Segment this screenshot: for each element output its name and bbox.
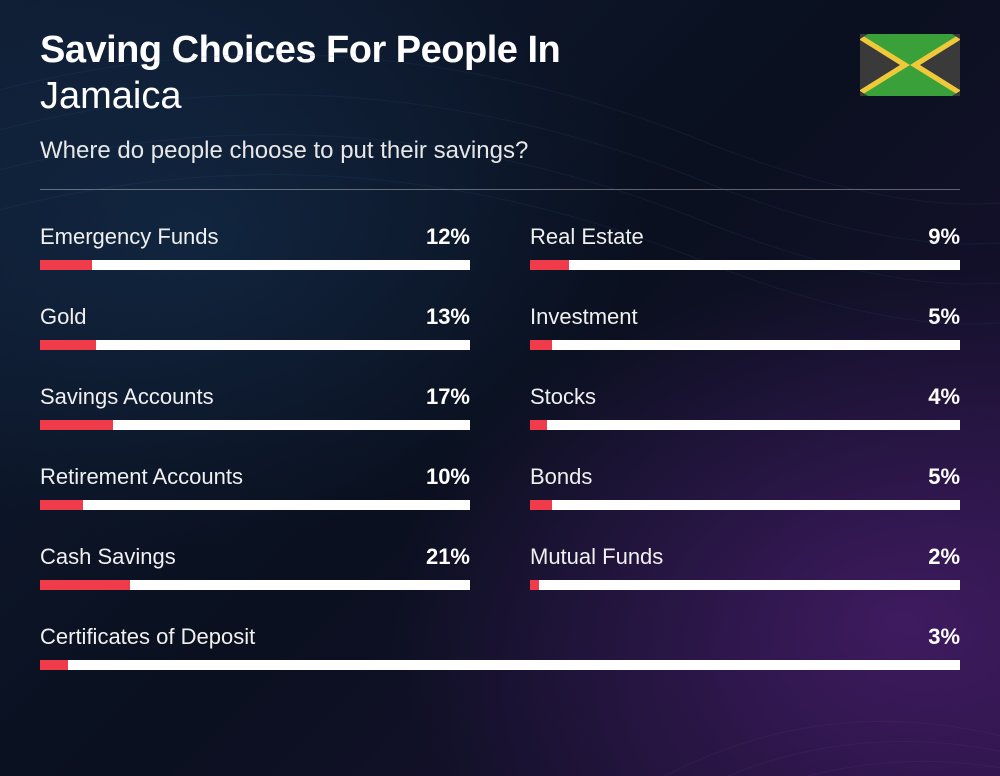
chart-item: Gold 13%: [40, 304, 470, 350]
chart-item-percent: 4%: [928, 384, 960, 410]
chart-item-percent: 5%: [928, 304, 960, 330]
divider: [40, 189, 960, 190]
chart-item-label: Investment: [530, 304, 638, 330]
chart-item-label-row: Bonds 5%: [530, 464, 960, 490]
bar-fill: [530, 340, 552, 350]
chart-item: Retirement Accounts 10%: [40, 464, 470, 510]
bar-fill: [40, 340, 96, 350]
chart-item-percent: 2%: [928, 544, 960, 570]
page-title-line2: Jamaica: [40, 74, 860, 120]
chart-item-percent: 5%: [928, 464, 960, 490]
bar-fill: [40, 260, 92, 270]
chart-item: Mutual Funds 2%: [530, 544, 960, 590]
chart-item-label: Gold: [40, 304, 86, 330]
chart-item-percent: 12%: [426, 224, 470, 250]
chart-item-percent: 3%: [928, 624, 960, 650]
chart-item-label-row: Real Estate 9%: [530, 224, 960, 250]
chart-item-percent: 21%: [426, 544, 470, 570]
chart-item-label-row: Retirement Accounts 10%: [40, 464, 470, 490]
chart-item: Cash Savings 21%: [40, 544, 470, 590]
chart-item-label-row: Certificates of Deposit 3%: [40, 624, 960, 650]
bar-fill: [40, 500, 83, 510]
chart-item-label: Retirement Accounts: [40, 464, 243, 490]
bar-track: [40, 660, 960, 670]
chart-item-label-row: Cash Savings 21%: [40, 544, 470, 570]
chart-item-percent: 9%: [928, 224, 960, 250]
chart-item: Bonds 5%: [530, 464, 960, 510]
bar-track: [530, 500, 960, 510]
bar-track: [530, 580, 960, 590]
chart-grid: Emergency Funds 12% Real Estate 9% Gold 13% In…: [40, 224, 960, 670]
bar-track: [40, 500, 470, 510]
bar-track: [40, 260, 470, 270]
chart-item: Investment 5%: [530, 304, 960, 350]
bar-fill: [530, 500, 552, 510]
bar-track: [40, 340, 470, 350]
chart-item-label: Savings Accounts: [40, 384, 214, 410]
chart-item-label: Real Estate: [530, 224, 644, 250]
chart-item-label: Bonds: [530, 464, 592, 490]
bar-fill: [40, 580, 130, 590]
chart-item: Stocks 4%: [530, 384, 960, 430]
chart-item-label-row: Gold 13%: [40, 304, 470, 330]
bar-track: [40, 420, 470, 430]
chart-item-percent: 10%: [426, 464, 470, 490]
chart-item-percent: 13%: [426, 304, 470, 330]
title-block: Saving Choices For People In Jamaica Whe…: [40, 30, 860, 165]
chart-item: Certificates of Deposit 3%: [40, 624, 960, 670]
bar-fill: [530, 580, 539, 590]
chart-item-percent: 17%: [426, 384, 470, 410]
bar-fill: [40, 420, 113, 430]
jamaica-flag-icon: [860, 34, 960, 96]
chart-item-label-row: Mutual Funds 2%: [530, 544, 960, 570]
header: Saving Choices For People In Jamaica Whe…: [40, 30, 960, 165]
chart-item-label: Emergency Funds: [40, 224, 219, 250]
chart-item: Savings Accounts 17%: [40, 384, 470, 430]
chart-item-label: Stocks: [530, 384, 596, 410]
bar-track: [530, 340, 960, 350]
chart-item-label-row: Investment 5%: [530, 304, 960, 330]
page-title-line1: Saving Choices For People In: [40, 30, 860, 72]
bar-fill: [530, 420, 547, 430]
chart-item-label-row: Emergency Funds 12%: [40, 224, 470, 250]
bar-fill: [40, 660, 68, 670]
bar-track: [40, 580, 470, 590]
chart-item-label: Cash Savings: [40, 544, 176, 570]
bar-track: [530, 420, 960, 430]
bar-track: [530, 260, 960, 270]
bar-fill: [530, 260, 569, 270]
chart-item-label-row: Stocks 4%: [530, 384, 960, 410]
chart-item-label-row: Savings Accounts 17%: [40, 384, 470, 410]
page-subtitle: Where do people choose to put their savi…: [40, 137, 860, 165]
chart-item: Emergency Funds 12%: [40, 224, 470, 270]
chart-item: Real Estate 9%: [530, 224, 960, 270]
chart-item-label: Mutual Funds: [530, 544, 663, 570]
chart-item-label: Certificates of Deposit: [40, 624, 255, 650]
